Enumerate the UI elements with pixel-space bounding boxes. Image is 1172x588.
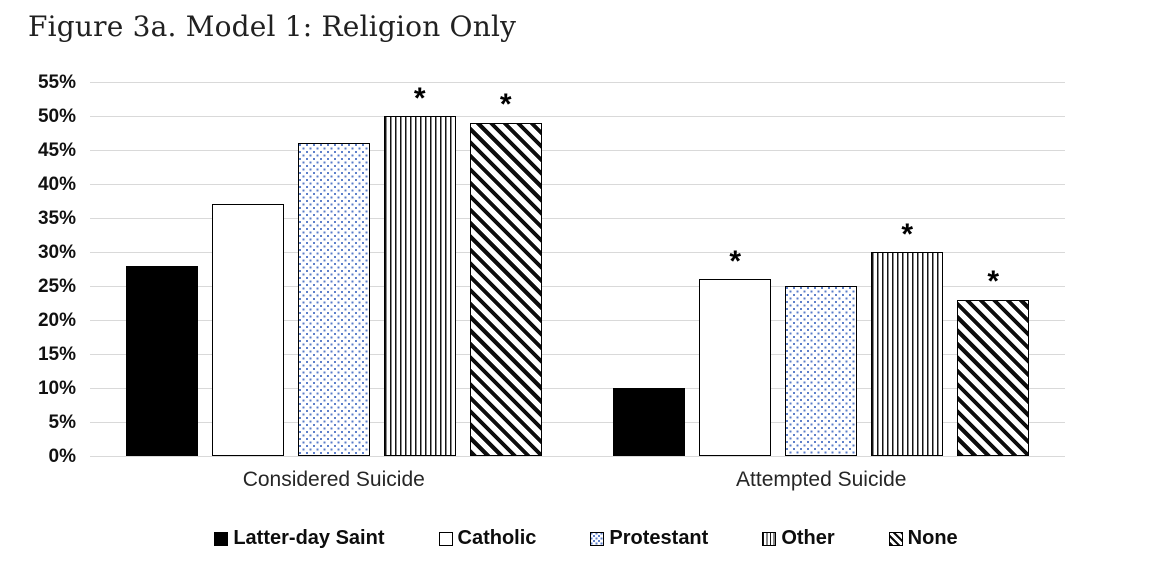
legend-label-other: Other: [781, 527, 835, 549]
gridline: [90, 252, 1065, 253]
barwrap-attempted-suicide-none: *: [957, 82, 1030, 456]
barwrap-attempted-suicide-other: *: [871, 82, 944, 456]
y-axis-tick-label: 25%: [37, 276, 76, 297]
legend-item-protestant: Protestant: [590, 527, 708, 550]
y-axis-tick-label: 0%: [48, 446, 76, 467]
bar-considered-suicide-protestant: [297, 143, 370, 456]
bar-attempted-suicide-catholic: [699, 279, 772, 456]
significance-asterisk: *: [499, 88, 512, 122]
barwrap-attempted-suicide-protestant: [785, 82, 858, 456]
legend-item-none: None: [888, 527, 958, 550]
category-label-attempted-suicide: Attempted Suicide: [736, 468, 907, 491]
legend-label-protestant: Protestant: [609, 527, 709, 549]
gridline: [90, 82, 1065, 83]
bar-considered-suicide-catholic: [211, 204, 284, 456]
legend-item-other: Other: [762, 527, 835, 550]
barwrap-considered-suicide-none: *: [469, 82, 542, 456]
legend-swatch-latter-day-saint: [214, 531, 229, 546]
legend-swatch-catholic: [438, 531, 453, 546]
legend: Latter-day Saint Catholic Protestant Other N…: [0, 527, 1172, 550]
category-label-considered-suicide: Considered Suicide: [242, 468, 425, 491]
y-axis-tick-label: 15%: [37, 344, 76, 365]
legend-label-latter-day-saint: Latter-day Saint: [233, 527, 385, 549]
gridline: [90, 218, 1065, 219]
y-axis-tick-label: 30%: [37, 242, 76, 263]
plot-area: * * * * *: [90, 82, 1065, 457]
legend-label-none: None: [907, 527, 958, 549]
significance-asterisk: *: [987, 265, 1000, 299]
significance-asterisk: *: [901, 217, 914, 251]
gridline: [90, 320, 1065, 321]
gridline: [90, 388, 1065, 389]
gridline: [90, 150, 1065, 151]
bar-considered-suicide-latter-day-saint: [125, 265, 198, 456]
bar-attempted-suicide-latter-day-saint: [613, 388, 686, 456]
figure-title: Figure 3a. Model 1: Religion Only: [28, 10, 517, 43]
gridline: [90, 422, 1065, 423]
barwrap-considered-suicide-protestant: [297, 82, 370, 456]
bar-attempted-suicide-protestant: [785, 286, 858, 456]
bar-group-considered-suicide: * *: [90, 82, 578, 456]
significance-asterisk: *: [729, 244, 742, 278]
legend-swatch-none: [888, 531, 903, 546]
barwrap-attempted-suicide-latter-day-saint: [613, 82, 686, 456]
bar-group-attempted-suicide: * * *: [578, 82, 1066, 456]
y-axis-tick-label: 45%: [37, 140, 76, 161]
y-axis-tick-label: 10%: [37, 378, 76, 399]
gridline: [90, 354, 1065, 355]
y-axis-tick-label: 5%: [48, 412, 76, 433]
y-axis-tick-label: 55%: [37, 72, 76, 93]
bar-considered-suicide-none: [469, 122, 542, 456]
y-axis-tick-label: 20%: [37, 310, 76, 331]
legend-item-catholic: Catholic: [438, 527, 537, 550]
gridline: [90, 456, 1065, 457]
barwrap-considered-suicide-catholic: [211, 82, 284, 456]
barwrap-considered-suicide-latter-day-saint: [125, 82, 198, 456]
bar-considered-suicide-other: [383, 116, 456, 456]
legend-item-latter-day-saint: Latter-day Saint: [214, 527, 385, 550]
gridline: [90, 116, 1065, 117]
y-axis-tick-label: 35%: [37, 208, 76, 229]
category-axis: Considered Suicide Attempted Suicide: [90, 468, 1065, 492]
gridline: [90, 184, 1065, 185]
legend-swatch-other: [762, 531, 777, 546]
legend-label-catholic: Catholic: [457, 527, 537, 549]
y-axis-tick-label: 50%: [37, 106, 76, 127]
barwrap-considered-suicide-other: *: [383, 81, 456, 456]
bar-groups: * * * * *: [90, 82, 1065, 456]
barwrap-attempted-suicide-catholic: *: [699, 82, 772, 456]
bar-attempted-suicide-none: [957, 299, 1030, 456]
significance-asterisk: *: [413, 81, 426, 115]
gridline: [90, 286, 1065, 287]
legend-swatch-protestant: [590, 531, 605, 546]
bar-attempted-suicide-other: [871, 252, 944, 456]
y-axis-tick-label: 40%: [37, 174, 76, 195]
